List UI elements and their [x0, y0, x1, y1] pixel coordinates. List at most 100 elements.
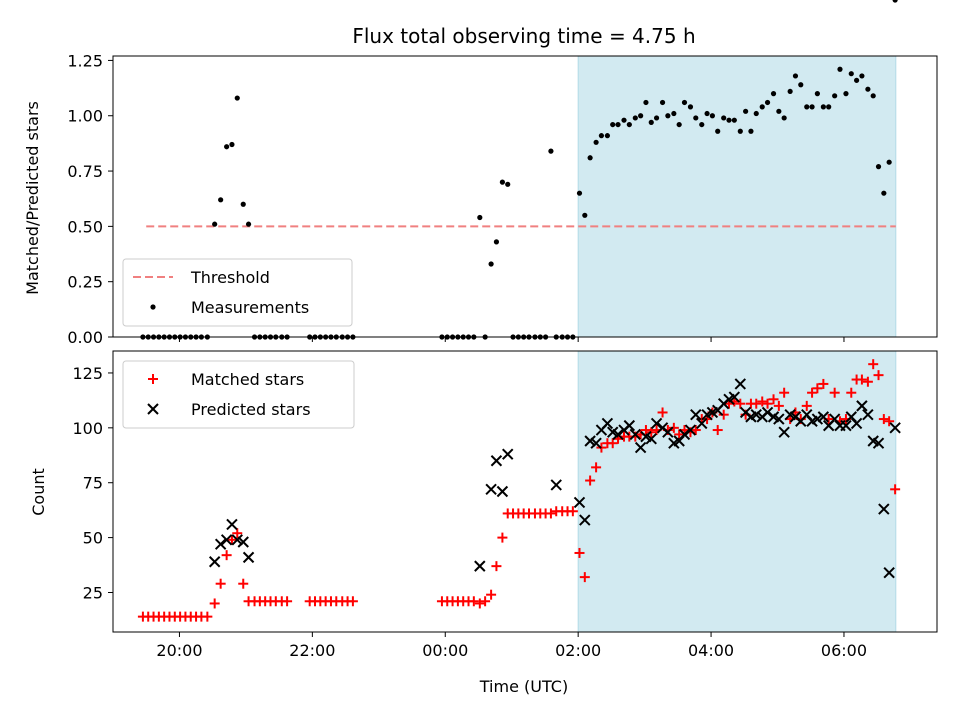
measurement-point — [615, 121, 621, 128]
x-b — [773, 413, 785, 425]
matched-stars-point — [202, 611, 213, 622]
measurement-point — [245, 221, 252, 227]
predicted-stars-point — [696, 417, 708, 430]
matched-stars-point — [712, 425, 723, 436]
matched-stars-point — [773, 400, 784, 411]
predicted-stars-point — [573, 496, 586, 509]
x-b — [883, 567, 895, 579]
x-b — [662, 426, 674, 438]
x-tick-label: 02:00 — [555, 641, 601, 660]
y-tick-label: 75 — [83, 474, 103, 493]
x-b — [828, 413, 841, 425]
measurement-point — [582, 212, 588, 218]
x-b — [242, 551, 255, 564]
matched-stars-point — [215, 578, 226, 589]
measurement-point — [643, 99, 649, 106]
measurement-point — [859, 73, 865, 79]
matched-stars-point — [718, 409, 729, 420]
predicted-stars-point — [623, 419, 636, 432]
predicted-stars-point — [579, 514, 591, 526]
matched-stars-point — [591, 462, 602, 473]
measurement-point — [681, 99, 688, 106]
x-b — [496, 485, 509, 498]
measurement-point — [593, 139, 599, 145]
x-b — [650, 417, 663, 430]
measurement-point — [671, 110, 677, 117]
x-b — [550, 479, 562, 491]
measurement-point — [743, 108, 749, 114]
matched-stars-point — [856, 374, 867, 385]
measurement-point — [240, 201, 246, 207]
x-b — [734, 378, 747, 390]
matched-stars-point — [574, 547, 585, 558]
x-b — [872, 437, 885, 449]
matched-stars-point — [226, 534, 237, 545]
x-tick-label: 04:00 — [688, 641, 734, 660]
measurement-point — [687, 104, 694, 110]
x-b — [623, 419, 636, 432]
predicted-stars-point — [237, 536, 249, 548]
x-b — [579, 514, 591, 526]
x-b — [214, 538, 227, 550]
x-b — [634, 441, 647, 454]
predicted-stars-point — [889, 422, 901, 434]
measurement-point — [881, 190, 887, 196]
predicted-stars-point — [634, 441, 647, 454]
measurement-point — [488, 261, 494, 267]
measurement-point — [759, 104, 765, 110]
predicted-stars-point — [734, 378, 747, 390]
predicted-stars-point — [485, 483, 497, 496]
measurement-point — [229, 141, 235, 148]
measurement-point — [764, 99, 771, 106]
x-b — [629, 428, 642, 441]
predicted-stars-point — [684, 424, 697, 436]
y-tick-label: 50 — [83, 529, 103, 548]
measurement-point — [704, 110, 710, 117]
predicted-stars-point — [750, 408, 762, 421]
measurement-point — [548, 148, 554, 154]
measurement-point — [726, 117, 732, 123]
x-b — [485, 483, 497, 496]
predicted-stars-point — [850, 417, 863, 430]
matched-stars-point — [474, 598, 485, 609]
x-b — [750, 408, 762, 421]
y-tick-label: 25 — [83, 583, 103, 602]
x-b — [231, 534, 243, 546]
predicted-stars-point — [550, 479, 562, 491]
measurement-point — [653, 115, 660, 121]
predicted-stars-point — [231, 534, 243, 546]
measurement-point — [809, 104, 815, 110]
matched-stars-point — [579, 572, 590, 583]
predicted-stars-point — [817, 411, 830, 423]
x-b — [845, 411, 857, 423]
measurement-point — [776, 108, 782, 114]
measurement-point — [753, 110, 759, 117]
matched-stars-point — [829, 387, 840, 398]
predicted-stars-point — [862, 408, 874, 421]
measurement-point — [770, 91, 777, 97]
x-b — [584, 435, 596, 447]
x-tick-label: 00:00 — [422, 641, 468, 660]
measurement-point — [610, 121, 616, 128]
predicted-stars-point — [878, 503, 890, 515]
x-b — [502, 448, 514, 460]
measurement-point — [709, 113, 715, 119]
top-y-axis-label: Matched/Predicted stars — [23, 101, 42, 295]
measurement-point — [638, 113, 644, 119]
measurement-point — [875, 164, 882, 170]
matched-stars-point — [807, 387, 818, 398]
measurement-point — [820, 104, 826, 110]
measurement-point — [853, 77, 860, 83]
measurement-point — [886, 159, 892, 165]
legend-box — [122, 258, 353, 327]
y-tick-label: 0.00 — [67, 328, 103, 347]
predicted-stars-point — [584, 435, 596, 447]
measurement-point — [505, 181, 511, 187]
measurement-point — [748, 128, 754, 134]
predicted-stars-point — [728, 391, 741, 403]
predicted-stars-point — [474, 560, 486, 572]
chart-title: Flux total observing time = 4.75 h — [352, 24, 695, 48]
matched-stars-point — [282, 596, 293, 607]
matched-stars-point — [491, 561, 502, 572]
